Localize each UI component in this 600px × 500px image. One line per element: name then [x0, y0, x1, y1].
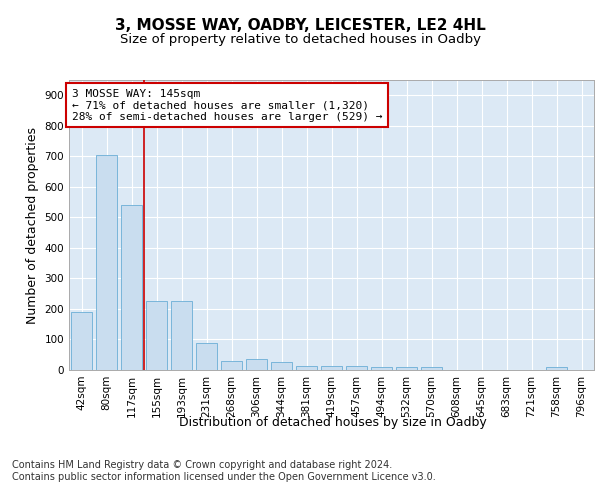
Bar	[196, 342, 217, 370]
Bar	[121, 205, 142, 370]
Bar	[146, 302, 167, 370]
Bar	[546, 367, 567, 370]
Y-axis label: Number of detached properties: Number of detached properties	[26, 126, 39, 324]
Bar	[346, 366, 367, 370]
Text: Contains public sector information licensed under the Open Government Licence v3: Contains public sector information licen…	[12, 472, 436, 482]
Bar	[321, 366, 342, 370]
Text: 3 MOSSE WAY: 145sqm
← 71% of detached houses are smaller (1,320)
28% of semi-det: 3 MOSSE WAY: 145sqm ← 71% of detached ho…	[71, 88, 382, 122]
Bar	[221, 362, 242, 370]
Bar	[71, 312, 92, 370]
Text: 3, MOSSE WAY, OADBY, LEICESTER, LE2 4HL: 3, MOSSE WAY, OADBY, LEICESTER, LE2 4HL	[115, 18, 485, 32]
Text: Size of property relative to detached houses in Oadby: Size of property relative to detached ho…	[119, 32, 481, 46]
Bar	[171, 302, 192, 370]
Bar	[271, 362, 292, 370]
Bar	[296, 366, 317, 370]
Bar	[371, 367, 392, 370]
Text: Contains HM Land Registry data © Crown copyright and database right 2024.: Contains HM Land Registry data © Crown c…	[12, 460, 392, 470]
Bar	[396, 367, 417, 370]
Text: Distribution of detached houses by size in Oadby: Distribution of detached houses by size …	[179, 416, 487, 429]
Bar	[246, 358, 267, 370]
Bar	[421, 367, 442, 370]
Bar	[96, 155, 117, 370]
